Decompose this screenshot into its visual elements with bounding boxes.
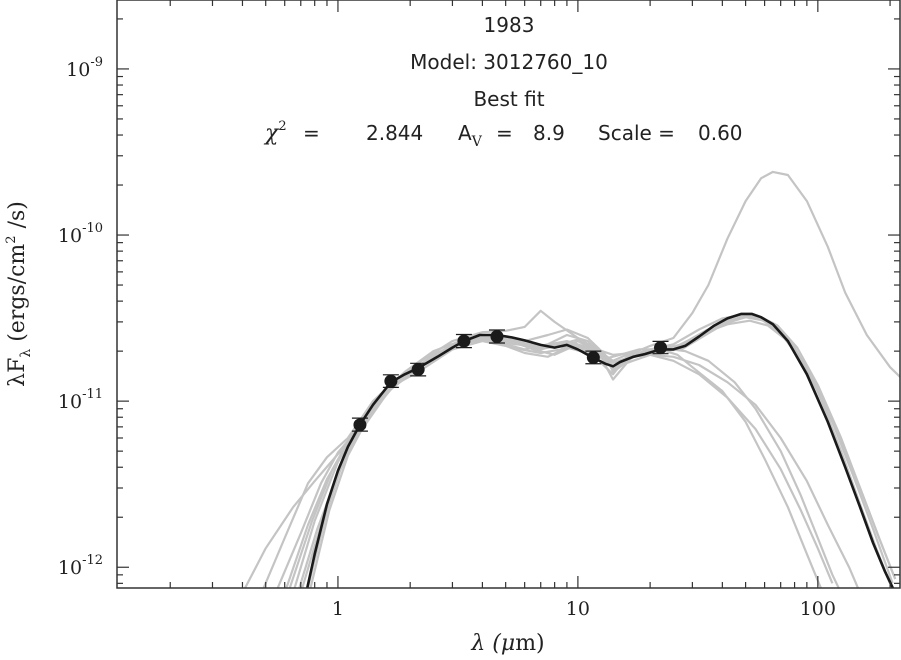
y-tick-label: 10-11 [58, 387, 103, 413]
data-point-marker [490, 329, 504, 343]
x-axis-label: λ (μm) [470, 631, 544, 656]
data-point-2 [382, 374, 399, 388]
data-point-marker [457, 334, 471, 348]
chart-title-line-2: Model: 3012760_10 [410, 50, 608, 74]
data-point-marker [411, 363, 425, 377]
data-point-marker [384, 374, 398, 388]
data-point-7 [652, 340, 669, 355]
data-point-6 [585, 350, 602, 365]
y-tick-label: 10-10 [58, 221, 103, 247]
model-curve-10 [309, 315, 897, 588]
data-point-5 [488, 329, 505, 344]
av-symbol: AV [458, 121, 483, 150]
model-curves [243, 170, 901, 588]
chi2-value: 2.844 [366, 121, 423, 145]
plot-frame [116, 0, 901, 589]
y-tick-label: 10-12 [58, 553, 103, 579]
model-curve-1 [243, 170, 901, 588]
x-tick-label: 100 [800, 598, 836, 620]
model-curve-3 [276, 328, 840, 588]
chi2-symbol: χ2 [263, 119, 287, 146]
best-fit-layer [305, 312, 895, 588]
y-axis-label: λFλ (ergs/cm2 /s) [4, 201, 34, 387]
av-equals: = [496, 121, 513, 145]
model-curve-7 [301, 340, 860, 588]
data-point-marker [353, 418, 367, 432]
best-fit-curve [305, 312, 895, 588]
model-curve-2 [262, 336, 823, 588]
x-axis-ticks: 1 10 100 [169, 0, 891, 620]
scale-label: Scale = [598, 121, 675, 145]
scale-value: 0.60 [698, 121, 743, 145]
av-value: 8.9 [533, 121, 565, 145]
data-point-marker [586, 351, 600, 365]
y-axis-ticks: 10-12 10-11 10-10 10-9 [58, 18, 900, 584]
chart-title-line-3: Best fit [473, 87, 544, 111]
data-points [351, 329, 669, 432]
chart-title-line-1: 1983 [484, 13, 535, 37]
x-tick-label: 1 [332, 598, 344, 620]
x-tick-label: 10 [566, 598, 590, 620]
model-curve-9 [288, 338, 834, 588]
data-point-marker [654, 341, 668, 355]
data-point-4 [455, 333, 472, 349]
chi2-equals: = [303, 121, 320, 145]
data-point-3 [410, 362, 427, 377]
data-point-1 [351, 417, 368, 432]
y-tick-label: 10-9 [66, 55, 103, 81]
fit-stats: χ2 = 2.844 AV = 8.9 Scale = 0.60 [263, 119, 743, 150]
